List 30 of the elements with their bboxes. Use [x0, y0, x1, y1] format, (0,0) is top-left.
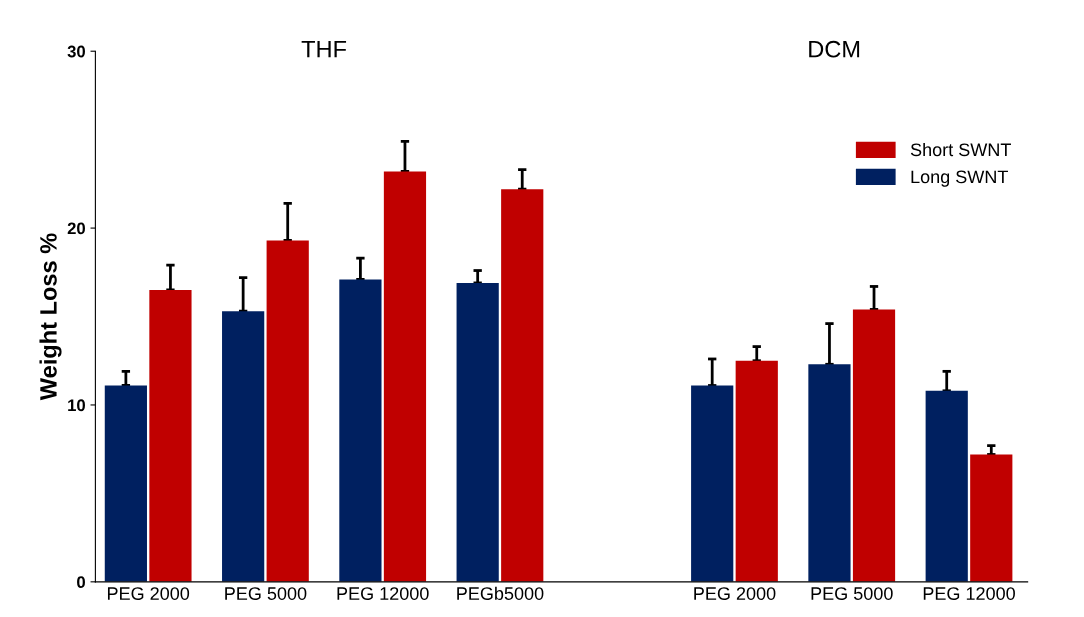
y-tick-label: 20 — [67, 222, 85, 235]
x-tick-label: PEG 5000 — [811, 587, 893, 600]
bar — [501, 189, 544, 582]
y-tick-label: 0 — [77, 576, 85, 589]
bar — [735, 360, 778, 582]
bar — [691, 385, 734, 582]
bar — [222, 311, 265, 582]
bar — [266, 240, 309, 582]
legend-label: Long SWNT — [911, 170, 1008, 187]
bar — [970, 454, 1013, 582]
y-axis-title: Weight Loss % — [39, 233, 62, 401]
annotation: THF — [301, 41, 347, 58]
x-tick-label: PEG 5000 — [225, 587, 307, 600]
x-tick-label: PEG 12000 — [923, 587, 1015, 600]
x-tick-label: PEG 12000 — [337, 587, 429, 600]
x-tick-label: PEGb5000 — [457, 586, 544, 600]
annotation: DCM — [809, 40, 860, 58]
bar — [852, 309, 896, 582]
x-tick-label: PEG 2000 — [107, 587, 190, 600]
x-tick-label: PEG 2000 — [694, 587, 776, 600]
bar — [339, 279, 382, 582]
bar — [925, 390, 968, 582]
bar — [456, 282, 499, 582]
y-tick-label: 10 — [68, 399, 85, 412]
bar — [149, 289, 192, 582]
y-tick-label: 30 — [67, 45, 85, 58]
legend-label: Short SWNT — [910, 142, 1011, 157]
bar — [383, 171, 427, 582]
bar — [104, 385, 147, 582]
bar — [808, 364, 851, 582]
